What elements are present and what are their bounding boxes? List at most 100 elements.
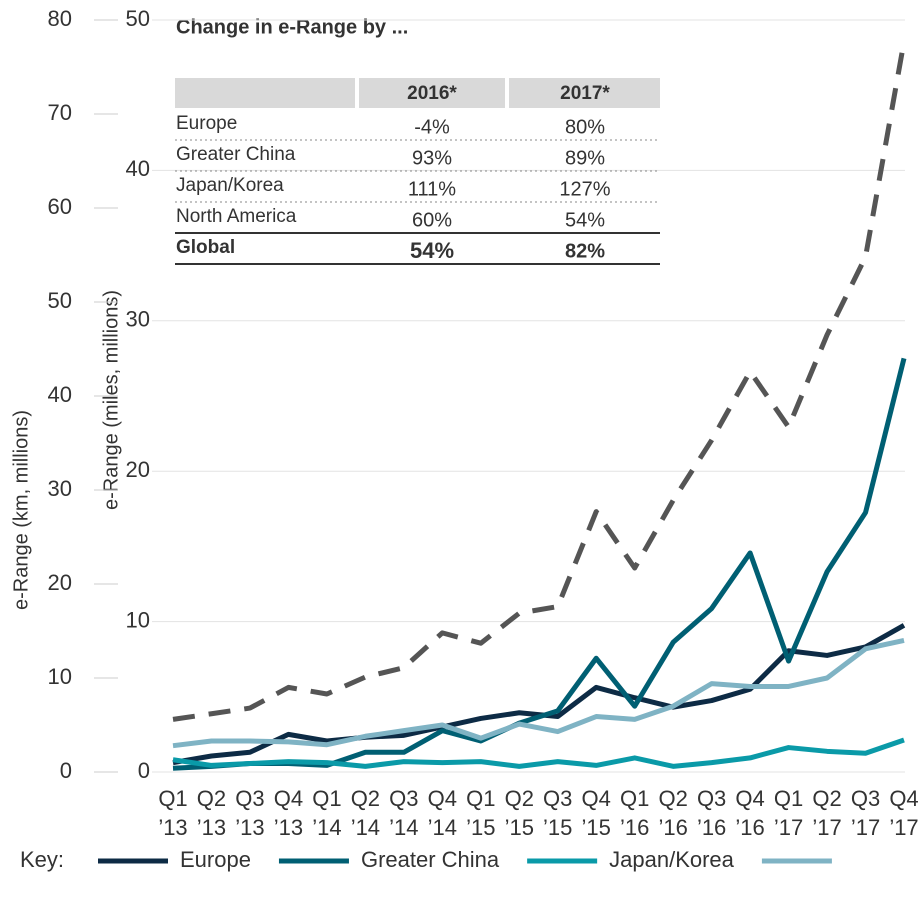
x-tick-label: Q2’16 xyxy=(658,786,687,840)
y-tick-label: 80 xyxy=(48,6,72,31)
x-tick-label: Q4’13 xyxy=(274,786,303,840)
x-tick-label-line: Q4 xyxy=(274,786,303,811)
y2-tick-label: 10 xyxy=(126,607,150,632)
legend-label: Europe xyxy=(180,847,251,872)
x-tick-label-line: ’17 xyxy=(889,815,918,840)
x-tick-label-line: Q2 xyxy=(197,786,226,811)
x-tick-label-line: Q2 xyxy=(505,786,534,811)
x-tick-label-line: ’13 xyxy=(235,815,264,840)
y2-tick-label: 0 xyxy=(138,758,150,783)
x-tick-label-line: Q2 xyxy=(351,786,380,811)
x-tick-label-line: Q3 xyxy=(543,786,572,811)
table-header: 2016* xyxy=(407,83,457,104)
y2-tick-label: 50 xyxy=(126,6,150,31)
table-cell: 82% xyxy=(565,240,605,262)
x-tick-label: Q3’14 xyxy=(389,786,418,840)
x-tick-label-line: Q3 xyxy=(851,786,880,811)
table-header: 2017* xyxy=(560,83,610,104)
x-tick-label-line: ’17 xyxy=(851,815,880,840)
x-tick-label-line: ’16 xyxy=(620,815,649,840)
x-tick-label: Q4’15 xyxy=(582,786,611,840)
line-series xyxy=(172,357,907,771)
x-tick-label-line: ’15 xyxy=(543,815,572,840)
x-tick-label-line: ’15 xyxy=(582,815,611,840)
y-tick-label: 30 xyxy=(48,476,72,501)
table-row-label: Greater China xyxy=(176,144,296,165)
y2-tick-label: 20 xyxy=(126,457,150,482)
x-tick-label-line: Q1 xyxy=(158,786,187,811)
table-cell: 60% xyxy=(412,209,452,231)
x-tick-label-line: Q2 xyxy=(658,786,687,811)
x-tick-label-line: ’17 xyxy=(812,815,841,840)
x-tick-label: Q2’14 xyxy=(351,786,380,840)
x-tick-label-line: ’16 xyxy=(658,815,687,840)
line-series xyxy=(172,41,907,722)
table-title: Change in e-Range by ... xyxy=(176,16,408,38)
table-cell: 127% xyxy=(559,178,610,200)
x-tick-label: Q1’14 xyxy=(312,786,341,840)
x-tick-label: Q4’17 xyxy=(889,786,918,840)
table-cell: 80% xyxy=(565,116,605,138)
y2-tick-label: 40 xyxy=(126,156,150,181)
y-tick-label: 50 xyxy=(48,288,72,313)
y-tick-label: 60 xyxy=(48,194,72,219)
y-tick-label: 20 xyxy=(48,570,72,595)
x-tick-label-line: Q3 xyxy=(697,786,726,811)
x-tick-label-line: Q3 xyxy=(235,786,264,811)
legend-label: Japan/Korea xyxy=(609,847,735,872)
line-series xyxy=(172,637,905,749)
x-tick-label-line: Q1 xyxy=(466,786,495,811)
x-tick-label: Q3’13 xyxy=(235,786,264,840)
x-tick-label-line: Q2 xyxy=(812,786,841,811)
x-tick-label: Q2’13 xyxy=(197,786,226,840)
legend-title: Key: xyxy=(20,847,64,872)
y2-axis-label: e-Range (miles, millions) xyxy=(100,290,122,510)
x-tick-label: Q1’13 xyxy=(158,786,187,840)
table-cell: 54% xyxy=(410,238,454,263)
x-tick-label-line: Q4 xyxy=(428,786,457,811)
x-tick-label-line: ’15 xyxy=(466,815,495,840)
x-tick-label-line: Q3 xyxy=(389,786,418,811)
x-tick-label: Q4’16 xyxy=(735,786,764,840)
y-tick-label: 10 xyxy=(48,664,72,689)
y-axis-label: e-Range (km, millions) xyxy=(10,410,32,610)
x-tick-label-line: ’14 xyxy=(312,815,341,840)
x-tick-label-line: Q4 xyxy=(735,786,764,811)
table-row-label: Global xyxy=(176,237,235,258)
table-header-bg xyxy=(175,78,355,108)
x-tick-label-line: ’16 xyxy=(697,815,726,840)
x-tick-label-line: ’13 xyxy=(274,815,303,840)
table-row-label: Europe xyxy=(176,113,237,134)
table-header-bg xyxy=(359,78,505,108)
x-tick-label: Q4’14 xyxy=(428,786,457,840)
table-row-label: Japan/Korea xyxy=(176,175,284,196)
table-cell: 111% xyxy=(408,178,456,200)
x-tick-label-line: ’17 xyxy=(774,815,803,840)
x-tick-label-line: ’13 xyxy=(158,815,187,840)
x-tick-label-line: ’14 xyxy=(389,815,418,840)
x-tick-label: Q3’17 xyxy=(851,786,880,840)
x-tick-label-line: Q4 xyxy=(582,786,611,811)
table-row-label: North America xyxy=(176,206,297,227)
x-tick-label-line: ’16 xyxy=(735,815,764,840)
x-tick-label: Q1’17 xyxy=(774,786,803,840)
x-tick-label: Q2’17 xyxy=(812,786,841,840)
x-tick-label-line: ’14 xyxy=(351,815,380,840)
x-tick-label: Q1’15 xyxy=(466,786,495,840)
y-tick-label: 70 xyxy=(48,100,72,125)
x-tick-label-line: Q1 xyxy=(620,786,649,811)
x-tick-label: Q3’16 xyxy=(697,786,726,840)
table-header-bg xyxy=(509,78,660,108)
table-cell: 54% xyxy=(565,209,605,231)
y-tick-label: 0 xyxy=(60,758,72,783)
legend-label: Greater China xyxy=(361,847,500,872)
table-cell: -4% xyxy=(414,116,450,138)
x-tick-label: Q3’15 xyxy=(543,786,572,840)
x-tick-label-line: Q1 xyxy=(312,786,341,811)
table-cell: 93% xyxy=(412,147,452,169)
x-tick-label-line: ’15 xyxy=(505,815,534,840)
x-tick-label-line: ’13 xyxy=(197,815,226,840)
table-cell: 89% xyxy=(565,147,605,169)
y2-tick-label: 30 xyxy=(126,307,150,332)
